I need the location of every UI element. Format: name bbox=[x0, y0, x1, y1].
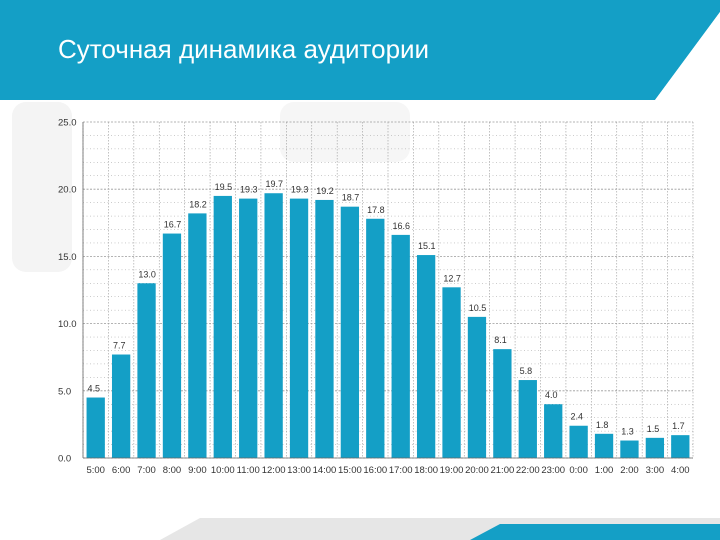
bar-value-label: 18.7 bbox=[342, 193, 360, 203]
bar-value-label: 19.2 bbox=[316, 186, 334, 196]
bar-value-label: 18.2 bbox=[189, 199, 207, 209]
bar-22:00 bbox=[518, 380, 537, 458]
bar-value-label: 2.4 bbox=[570, 412, 583, 422]
y-tick-label: 25.0 bbox=[58, 118, 77, 129]
bar-17:00 bbox=[391, 234, 410, 458]
bar-8:00 bbox=[162, 233, 182, 458]
bar-1:00 bbox=[594, 433, 614, 458]
y-tick-label: 10.0 bbox=[58, 319, 77, 330]
header-band-shape bbox=[0, 0, 720, 100]
bar-21:00 bbox=[493, 349, 512, 458]
bar-value-label: 1.7 bbox=[672, 421, 685, 431]
bar-value-label: 19.3 bbox=[291, 185, 309, 195]
bar-value-label: 19.7 bbox=[265, 179, 283, 189]
x-tick-label: 1:00 bbox=[595, 465, 614, 476]
bar-16:00 bbox=[366, 218, 385, 458]
bar-value-label: 17.8 bbox=[367, 205, 385, 215]
grid-layer bbox=[82, 121, 694, 459]
x-tick-label: 12:00 bbox=[262, 465, 286, 476]
x-tick-label: 11:00 bbox=[237, 465, 260, 476]
bar-value-label: 16.7 bbox=[164, 220, 182, 230]
label-layer: 4.5 7.7 13.0 16.7 18.2 19.5 19.3 19.7 19.3 19.2 18… bbox=[88, 179, 685, 436]
bar-layer bbox=[86, 193, 690, 459]
x-tick-label: 5:00 bbox=[86, 465, 105, 476]
bar-6:00 bbox=[111, 354, 131, 458]
background-decoration bbox=[12, 102, 410, 272]
bar-19:00 bbox=[442, 287, 461, 458]
bar-15:00 bbox=[340, 206, 360, 458]
x-tick-label: 6:00 bbox=[112, 465, 131, 476]
bar-value-label: 10.5 bbox=[469, 303, 487, 313]
bar-23:00 bbox=[544, 404, 563, 458]
bar-value-label: 16.6 bbox=[393, 221, 411, 231]
y-tick-label: 15.0 bbox=[58, 252, 77, 263]
x-tick-label: 22:00 bbox=[516, 465, 540, 476]
x-tick-label: 16:00 bbox=[363, 465, 387, 476]
bar-value-label: 13.0 bbox=[138, 269, 156, 279]
x-tick-label: 23:00 bbox=[541, 465, 565, 476]
x-tick-label: 2:00 bbox=[620, 465, 639, 476]
x-tick-label: 20:00 bbox=[465, 465, 489, 476]
bar-value-label: 4.0 bbox=[545, 390, 558, 400]
bar-20:00 bbox=[467, 316, 487, 458]
bar-value-label: 1.8 bbox=[596, 420, 609, 430]
bar-18:00 bbox=[416, 255, 436, 458]
header-band bbox=[0, 0, 720, 100]
x-tick-label: 4:00 bbox=[671, 465, 690, 476]
axis-layer: 0.0 5.0 10.0 15.0 20.0 25.0 5:00 6:00 7:00 8:00 9:… bbox=[58, 118, 693, 476]
bar-10:00 bbox=[213, 195, 232, 459]
y-tick-label: 20.0 bbox=[58, 185, 77, 196]
header-band-highlight bbox=[655, 12, 720, 100]
bar-12:00 bbox=[264, 193, 283, 458]
page-title: Суточная динамика аудитории bbox=[58, 34, 430, 64]
decor-shape-left bbox=[12, 102, 72, 272]
bar-value-label: 19.3 bbox=[240, 185, 258, 195]
bar-13:00 bbox=[289, 198, 309, 458]
bar-value-label: 1.3 bbox=[621, 427, 634, 437]
x-tick-label: 17:00 bbox=[389, 465, 413, 476]
bar-4:00 bbox=[671, 435, 690, 458]
x-tick-label: 13:00 bbox=[287, 465, 311, 476]
bar-value-label: 4.5 bbox=[88, 384, 101, 394]
bar-3:00 bbox=[645, 437, 665, 458]
bar-5:00 bbox=[86, 397, 105, 458]
bar-value-label: 7.7 bbox=[113, 341, 126, 351]
y-tick-label: 0.0 bbox=[58, 454, 71, 465]
bar-7:00 bbox=[137, 283, 156, 458]
bar-value-label: 15.1 bbox=[418, 241, 436, 251]
x-tick-label: 21:00 bbox=[490, 465, 514, 476]
x-tick-label: 18:00 bbox=[414, 465, 438, 476]
x-tick-label: 7:00 bbox=[137, 465, 156, 476]
bar-14:00 bbox=[315, 199, 334, 458]
bar-value-label: 8.1 bbox=[494, 335, 507, 345]
bar-2:00 bbox=[620, 440, 639, 458]
bar-value-label: 1.5 bbox=[647, 424, 660, 434]
x-tick-label: 0:00 bbox=[569, 465, 588, 476]
bar-0:00 bbox=[569, 425, 588, 458]
bar-9:00 bbox=[188, 213, 207, 458]
x-tick-label: 10:00 bbox=[211, 465, 235, 476]
x-tick-label: 19:00 bbox=[440, 465, 464, 476]
bar-value-label: 12.7 bbox=[443, 273, 461, 283]
x-tick-label: 3:00 bbox=[646, 465, 665, 476]
bar-value-label: 5.8 bbox=[520, 366, 533, 376]
y-tick-label: 5.0 bbox=[58, 386, 71, 397]
bar-11:00 bbox=[239, 198, 258, 458]
decor-shape-mid bbox=[280, 102, 410, 162]
x-tick-label: 14:00 bbox=[313, 465, 337, 476]
bar-value-label: 19.5 bbox=[215, 182, 233, 192]
x-tick-label: 9:00 bbox=[188, 465, 207, 476]
x-tick-label: 15:00 bbox=[338, 465, 362, 476]
x-tick-label: 8:00 bbox=[163, 465, 182, 476]
